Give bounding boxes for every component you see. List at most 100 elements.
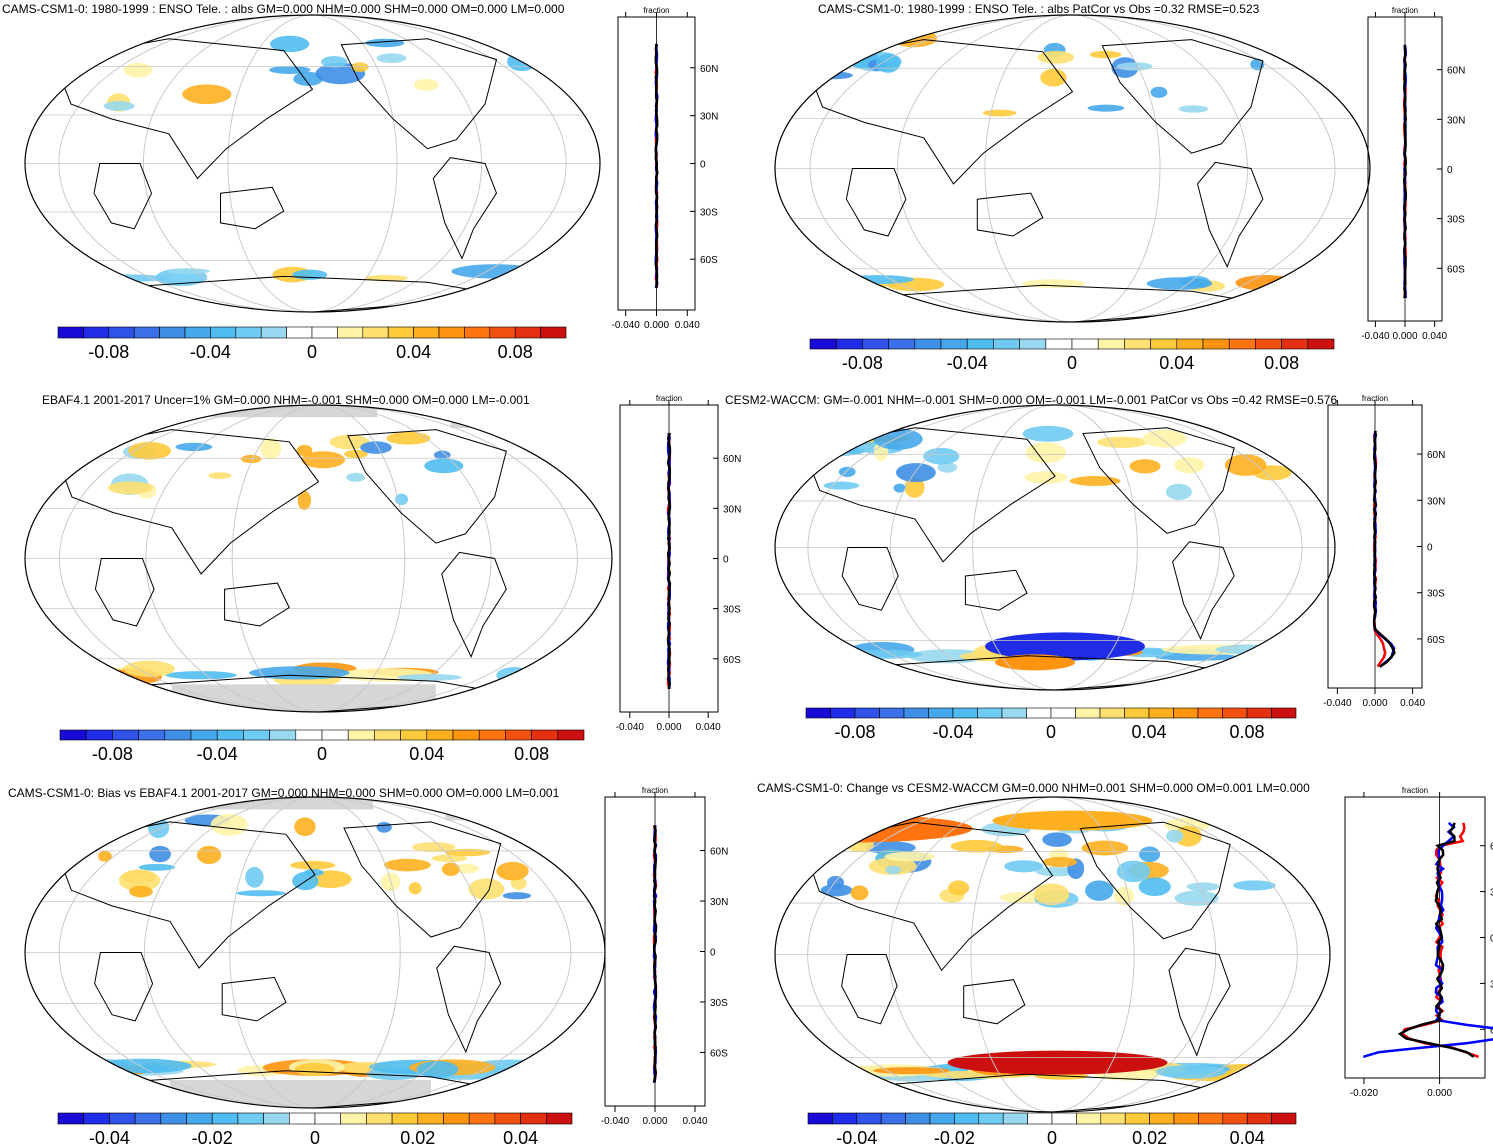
colorbar-swatch bbox=[505, 729, 532, 741]
anomaly-patch bbox=[850, 885, 869, 901]
anomaly-patch bbox=[1233, 880, 1276, 891]
anomaly-patch bbox=[985, 632, 1145, 661]
anomaly-patch bbox=[395, 493, 409, 506]
zonal-ytick-label: 30N bbox=[700, 112, 718, 123]
colorbar-swatch bbox=[138, 729, 166, 741]
anomaly-patch bbox=[1186, 882, 1220, 892]
colorbar-swatch bbox=[809, 338, 837, 350]
anomaly-patch bbox=[294, 1062, 335, 1077]
zonal-ytick-label: 0 bbox=[1490, 934, 1493, 945]
colorbar-swatch bbox=[830, 707, 856, 719]
colorbar-swatch bbox=[1027, 1112, 1053, 1125]
zonal-ytick-label: 60S bbox=[710, 1048, 728, 1059]
colorbar-swatch bbox=[1001, 707, 1027, 719]
anomaly-patch bbox=[297, 490, 311, 511]
zonal-ytick-label: 60N bbox=[1490, 842, 1493, 853]
anomaly-patch bbox=[1178, 105, 1209, 113]
colorbar-swatch bbox=[337, 326, 364, 339]
colorbar-swatch bbox=[288, 1112, 316, 1125]
anomaly-patch bbox=[875, 53, 901, 73]
colorbar-swatch bbox=[993, 338, 1020, 350]
colorbar-swatch bbox=[57, 326, 84, 339]
colorbar: -0.04 -0.02 0 0.02 0.04 bbox=[807, 1112, 1297, 1147]
colorbar-swatch bbox=[83, 1112, 110, 1125]
coastline bbox=[441, 551, 507, 658]
anomaly-patch bbox=[107, 481, 153, 495]
anomaly-patch bbox=[1042, 856, 1078, 868]
colorbar-swatch bbox=[977, 707, 1003, 719]
colorbar-swatch bbox=[888, 338, 916, 350]
colorbar-tick-label: 0.04 bbox=[396, 342, 431, 362]
colorbar-swatch bbox=[1075, 707, 1101, 719]
zonal-curve bbox=[1362, 821, 1493, 1058]
zonal-frame bbox=[1344, 796, 1486, 1079]
zonal-ytick-label: 60S bbox=[1447, 264, 1465, 275]
anomaly-patch bbox=[1164, 817, 1210, 833]
anomaly-patch bbox=[1024, 471, 1068, 484]
colorbar-swatch bbox=[978, 1112, 1004, 1125]
coastline bbox=[1082, 427, 1235, 534]
zonal-mean-panel: fraction -0.020 0.000 60N 30N 0 30S 60S bbox=[1344, 786, 1493, 1099]
colorbar-tick-label: -0.02 bbox=[934, 1128, 975, 1147]
coastline bbox=[53, 38, 314, 180]
colorbar-tick-label: 0.08 bbox=[1264, 353, 1299, 373]
anomaly-patch bbox=[1139, 846, 1161, 863]
colorbar-swatch bbox=[286, 326, 313, 339]
coastline bbox=[845, 168, 907, 237]
coastline bbox=[220, 186, 285, 230]
anomaly-patch bbox=[268, 65, 311, 74]
anomaly-patch bbox=[444, 848, 491, 857]
colorbar: -0.08 -0.04 0 0.04 0.08 bbox=[809, 338, 1335, 373]
colorbar-swatch bbox=[905, 1112, 931, 1125]
coastline bbox=[340, 38, 498, 150]
colorbar-swatch bbox=[83, 326, 110, 339]
anomaly-patch bbox=[137, 1064, 170, 1073]
colorbar-swatch bbox=[237, 1112, 264, 1125]
zonal-xtick-label: 0.000 bbox=[656, 722, 681, 733]
zonal-xtick-label: 0.000 bbox=[1392, 331, 1417, 342]
colorbar-swatch bbox=[489, 326, 516, 339]
zonal-ytick-label: 30S bbox=[1490, 979, 1493, 990]
colorbar-swatch bbox=[314, 1112, 342, 1125]
coastline bbox=[841, 547, 899, 611]
anomaly-patch bbox=[834, 424, 862, 434]
zonal-ytick-label: 30S bbox=[1427, 589, 1445, 600]
zonal-curve bbox=[652, 825, 658, 1083]
meridian-line bbox=[972, 405, 1138, 690]
coastline bbox=[802, 427, 1056, 563]
anomaly-patch bbox=[123, 660, 175, 677]
anomaly-patch bbox=[823, 481, 860, 490]
colorbar-swatch bbox=[1100, 1112, 1126, 1125]
zonal-xtick-label: 0.040 bbox=[1400, 698, 1425, 709]
colorbar-tick-label: 0.04 bbox=[409, 744, 444, 764]
meridian-line bbox=[807, 797, 1298, 1112]
zonal-ytick-label: 30S bbox=[700, 207, 718, 218]
map-border bbox=[24, 14, 601, 313]
colorbar-tick-label: -0.08 bbox=[92, 744, 133, 764]
colorbar-swatch bbox=[520, 1112, 547, 1125]
meridian-line bbox=[231, 405, 406, 712]
colorbar-tick-label: -0.04 bbox=[89, 1128, 130, 1147]
colorbar-swatch bbox=[1246, 1112, 1272, 1125]
panel-1: CAMS-CSM1-0: 1980-1999 : ENSO Tele. : al… bbox=[2, 2, 718, 362]
colorbar-swatch bbox=[954, 1112, 980, 1125]
zonal-xlabel: fraction bbox=[643, 6, 669, 15]
anomaly-patch bbox=[433, 450, 451, 460]
zonal-xtick-label: 0.000 bbox=[642, 1116, 667, 1127]
colorbar-tick-label: 0.04 bbox=[1131, 722, 1166, 742]
anomaly-patch bbox=[1174, 825, 1202, 847]
colorbar-swatch bbox=[1222, 1112, 1248, 1125]
meridian-line bbox=[984, 15, 1161, 322]
anomaly-patch bbox=[351, 62, 369, 72]
anomaly-patch bbox=[842, 649, 923, 659]
colorbar-tick-label: 0.08 bbox=[1229, 722, 1264, 742]
anomaly-patch bbox=[408, 882, 422, 895]
anomaly-patch bbox=[321, 56, 348, 68]
colorbar-swatch bbox=[59, 729, 87, 741]
zonal-xtick-label: 0.040 bbox=[1422, 331, 1447, 342]
zonal-xtick-label: 0.040 bbox=[696, 722, 721, 733]
zonal-xtick-label: 0.000 bbox=[1362, 698, 1387, 709]
colorbar-swatch bbox=[311, 326, 338, 339]
anomaly-patch bbox=[165, 671, 237, 680]
zonal-mean-panel: fraction -0.040 0.000 0.040 60N 30N 0 30S 60S bbox=[1361, 6, 1465, 342]
